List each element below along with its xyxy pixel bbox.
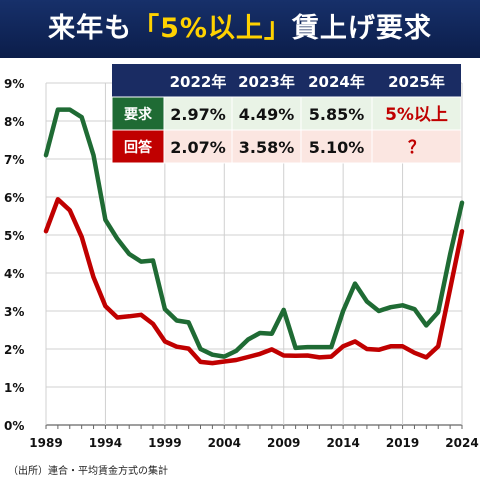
table-cell-value: 2.97%	[170, 105, 226, 124]
source-note: （出所）連合・平均賃金方式の集計	[8, 466, 168, 477]
y-tick-label: 6%	[4, 191, 24, 205]
table-cell	[231, 129, 302, 164]
y-tick-label: 7%	[4, 153, 24, 167]
page-title: 来年も「5%以上」賃上げ要求	[0, 0, 480, 58]
table-cell-value: 3.58%	[239, 138, 295, 157]
table-cell-value: 4.49%	[239, 105, 295, 124]
x-tick-label: 1999	[148, 436, 181, 450]
x-tick-label: 1989	[29, 436, 62, 450]
table-header-year: 2025年	[388, 73, 445, 91]
y-tick-label: 1%	[4, 381, 24, 395]
y-tick-label: 3%	[4, 305, 24, 319]
x-tick-label: 2009	[267, 436, 300, 450]
title-suffix: 賃上げ要求	[291, 13, 432, 44]
table-cell	[300, 96, 373, 131]
table-cell-value: 2.07%	[170, 138, 226, 157]
x-tick-label: 2004	[208, 436, 241, 450]
title-highlight: 「5%以上」	[132, 13, 292, 44]
table-cell-value: 5%以上	[385, 105, 448, 125]
y-tick-label: 4%	[4, 267, 24, 281]
table-header-year: 2022年	[170, 73, 227, 91]
series-line-actual	[43, 197, 465, 366]
series-lines	[43, 107, 465, 366]
table-cell-value: 5.10%	[309, 138, 365, 157]
x-tick-label: 1994	[89, 436, 122, 450]
wage-demand-chart: 0% 1% 2% 3% 4% 5% 6% 7% 8% 9% 1989 1994 1999 2004 2009…	[4, 64, 479, 450]
y-tick-label: 5%	[4, 229, 24, 243]
table-cell	[231, 96, 302, 131]
table-cell	[163, 96, 233, 131]
y-tick-label: 8%	[4, 115, 24, 129]
axes: 0% 1% 2% 3% 4% 5% 6% 7% 8% 9% 1989 1994 1999 2004 2009…	[4, 77, 479, 450]
table-row-label: 要求	[124, 106, 153, 123]
table-cell	[371, 96, 462, 131]
series-line-demand	[43, 107, 465, 359]
table-cell	[371, 129, 462, 164]
y-tick-label: 9%	[4, 77, 24, 91]
y-tick-label: 0%	[4, 419, 24, 433]
table-cell-value: ？	[408, 138, 425, 158]
table-header-year: 2024年	[308, 73, 365, 91]
y-tick-label: 2%	[4, 343, 24, 357]
x-tick-label: 2019	[386, 436, 419, 450]
table-row-label-cell	[111, 129, 165, 164]
table-cell	[163, 129, 233, 164]
title-prefix: 来年も	[48, 13, 133, 44]
table-cell-value: 5.85%	[309, 105, 365, 124]
table-row-label: 回答	[124, 139, 153, 156]
table-header-year: 2023年	[238, 73, 295, 91]
x-tick-label: 2024	[445, 436, 478, 450]
table-cell	[300, 129, 373, 164]
table-row-label-cell	[111, 96, 165, 131]
table-header-row	[112, 64, 461, 97]
x-tick-label: 2014	[326, 436, 359, 450]
